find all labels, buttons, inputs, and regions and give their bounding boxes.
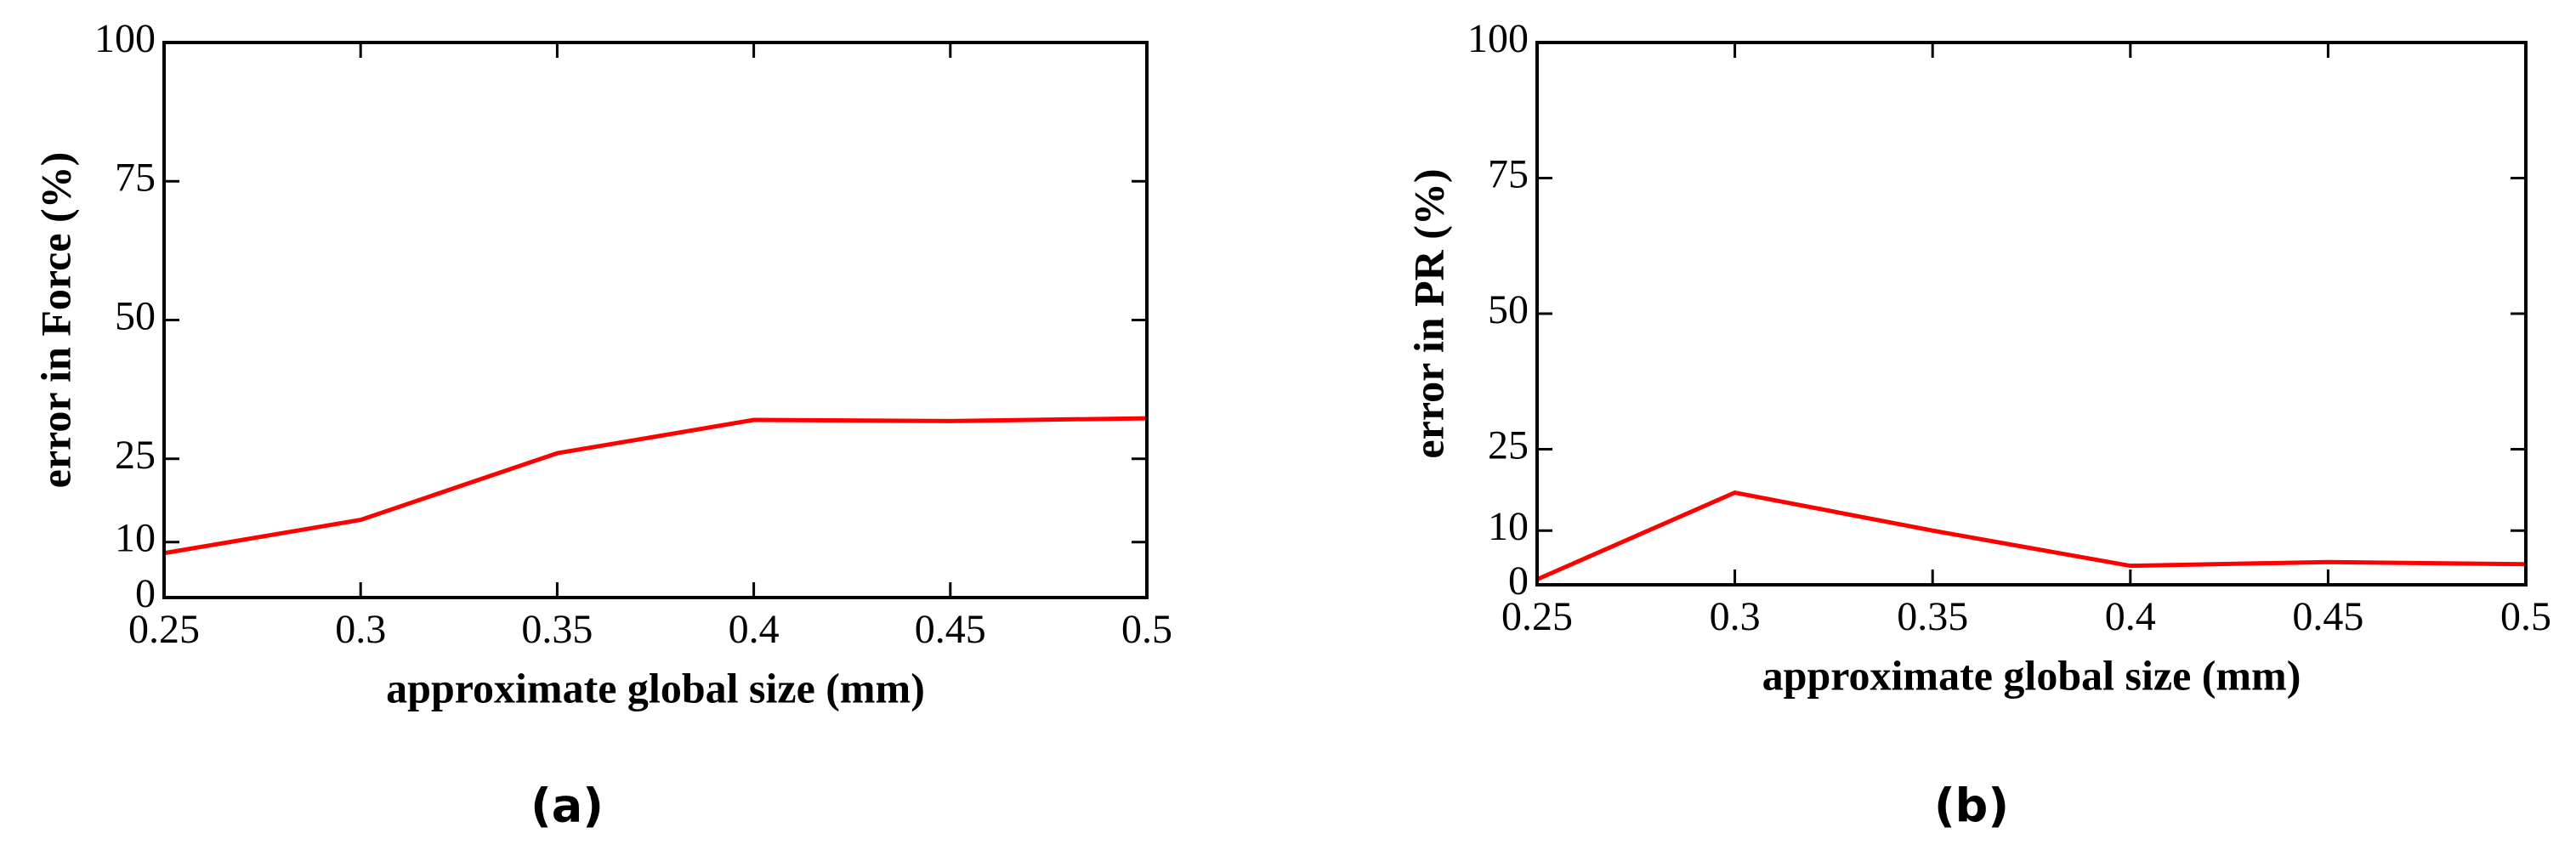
y-tick-label: 25 [115,433,156,478]
x-tick-label: 0.5 [1121,607,1172,652]
x-tick-label: 0.4 [2105,594,2156,639]
x-tick-label: 0.4 [729,607,780,652]
y-tick-label: 10 [115,516,156,561]
x-tick-label: 0.45 [915,607,986,652]
x-tick-label: 0.45 [2292,594,2363,639]
y-tick-label: 75 [115,155,156,200]
caption: (b) [1934,779,2009,833]
y-axis-label: error in PR (%) [1404,168,1452,458]
y-tick-label: 10 [1488,504,1529,549]
x-axis-label: approximate global size (mm) [1762,651,2301,699]
caption: (a) [531,779,604,833]
y-tick-label: 50 [115,294,156,339]
plot-frame [1535,41,2528,586]
plot-frame [162,41,1149,599]
x-tick-label: 0.3 [1710,594,1761,639]
y-tick-label: 0 [1508,558,1529,604]
y-tick-label: 100 [1467,16,1529,61]
x-tick-label: 0.3 [335,607,386,652]
x-tick-label: 0.35 [521,607,593,652]
x-tick-label: 0.25 [1501,594,1573,639]
y-tick-label: 0 [135,571,156,616]
x-tick-label: 0.35 [1897,594,1968,639]
y-axis-label: error in Force (%) [31,152,79,489]
x-tick-label: 0.5 [2500,594,2551,639]
line [163,416,1148,556]
y-tick-label: 50 [1488,287,1529,332]
y-tick-label: 100 [94,16,156,61]
y-tick-label: 75 [1488,152,1529,197]
x-tick-label: 0.25 [128,607,200,652]
x-axis-label: approximate global size (mm) [386,664,925,711]
chart: 0 10 25 50 75 100 0.25 0.3 0.35 0.4 0.45 0.5 approxi… [1404,16,2551,833]
y-tick-label: 25 [1488,423,1529,468]
line [1535,490,2527,581]
chart: 0 10 25 50 75 100 0.25 0.3 0.35 0.4 0.45 0.5 approxi… [31,16,1172,833]
